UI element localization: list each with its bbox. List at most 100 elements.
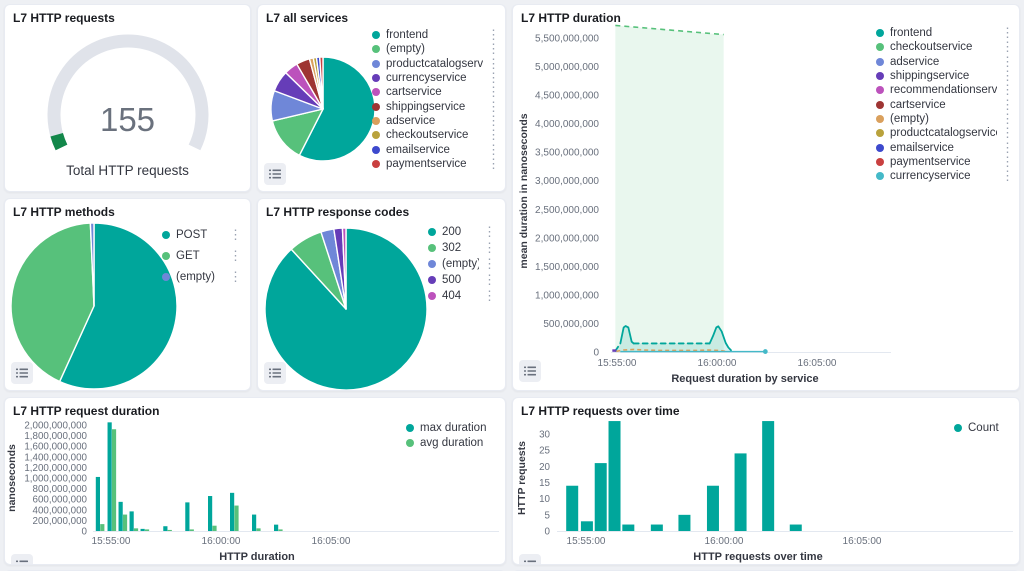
legend-item-label[interactable]: productcatalogservice — [890, 127, 997, 140]
legend-item[interactable]: (empty) ⋮ — [876, 112, 1014, 126]
legend-item-label[interactable]: avg duration — [420, 436, 484, 449]
legend-item-actions-icon[interactable]: ⋮ — [1001, 39, 1014, 55]
legend-item[interactable]: checkoutservice ⋮ — [876, 40, 1014, 54]
legend-item-label[interactable]: shippingservice — [890, 70, 970, 83]
legend-item[interactable]: paymentservice ⋮ — [876, 155, 1014, 169]
legend-item-actions-icon[interactable]: ⋮ — [229, 226, 242, 242]
legend-item[interactable]: POST ⋮ — [162, 224, 242, 245]
legend-item-label[interactable]: cartservice — [890, 98, 946, 111]
request-duration-bar-chart[interactable]: 0200,000,000400,000,000600,000,000800,00… — [5, 398, 506, 565]
legend-item[interactable]: frontend ⋮ — [372, 28, 500, 42]
legend-item[interactable]: adservice ⋮ — [372, 114, 500, 128]
legend-item-actions-icon[interactable]: ⋮ — [1001, 96, 1014, 112]
legend-item-label[interactable]: adservice — [386, 114, 436, 127]
legend-item[interactable]: checkoutservice ⋮ — [372, 128, 500, 142]
legend-item-actions-icon[interactable]: ⋮ — [483, 272, 496, 287]
legend-item-label[interactable]: paymentservice — [386, 157, 467, 170]
legend-item-label[interactable]: 200 — [442, 226, 462, 238]
legend-toggle-button[interactable] — [519, 554, 541, 564]
legend-toggle-button[interactable] — [264, 163, 286, 185]
legend-item-label[interactable]: (empty) — [442, 258, 479, 270]
legend-item-label[interactable]: frontend — [386, 29, 429, 42]
legend-item[interactable]: 404 ⋮ — [428, 288, 496, 304]
legend-item-actions-icon[interactable]: ⋮ — [1001, 53, 1014, 69]
legend-item-actions-icon[interactable]: ⋮ — [487, 112, 500, 128]
legend-item-actions-icon[interactable]: ⋮ — [487, 27, 500, 43]
legend-item-actions-icon[interactable]: ⋮ — [229, 268, 242, 284]
legend-item[interactable]: recommendationservice ⋮ — [876, 83, 1014, 97]
legend-item[interactable]: shippingservice ⋮ — [876, 69, 1014, 83]
services-pie-chart[interactable] — [258, 5, 506, 192]
legend-item[interactable]: currencyservice ⋮ — [876, 169, 1014, 183]
legend-item-label[interactable]: frontend — [890, 27, 933, 40]
legend-item-label[interactable]: GET — [176, 249, 200, 262]
legend-item[interactable]: (empty) ⋮ — [162, 266, 242, 287]
legend-item-actions-icon[interactable]: ⋮ — [487, 41, 500, 57]
legend-item-actions-icon[interactable]: ⋮ — [1001, 25, 1014, 41]
legend-item-actions-icon[interactable]: ⋮ — [229, 247, 242, 263]
legend-item-label[interactable]: currencyservice — [890, 170, 971, 183]
legend-item[interactable]: emailservice ⋮ — [372, 142, 500, 156]
legend-item[interactable]: 500 ⋮ — [428, 272, 496, 288]
legend-item-label[interactable]: Count — [968, 421, 999, 434]
legend-item-label[interactable]: (empty) — [176, 270, 215, 283]
legend-item[interactable]: Count — [954, 420, 1014, 435]
legend-item[interactable]: shippingservice ⋮ — [372, 99, 500, 113]
legend-toggle-button[interactable] — [519, 360, 541, 382]
legend-item-label[interactable]: max duration — [420, 421, 487, 434]
legend-item-label[interactable]: emailservice — [386, 143, 450, 156]
legend-item[interactable]: productcatalogservice ⋮ — [876, 126, 1014, 140]
legend-item-actions-icon[interactable]: ⋮ — [487, 155, 500, 171]
legend-item-actions-icon[interactable]: ⋮ — [487, 98, 500, 114]
legend-item[interactable]: 200 ⋮ — [428, 224, 496, 240]
legend-item-label[interactable]: 404 — [442, 290, 462, 302]
legend-item[interactable]: emailservice ⋮ — [876, 140, 1014, 154]
legend-item-label[interactable]: checkoutservice — [386, 129, 469, 142]
legend-item-actions-icon[interactable]: ⋮ — [487, 84, 500, 100]
legend-item-label[interactable]: cartservice — [386, 86, 442, 99]
legend-item-actions-icon[interactable]: ⋮ — [1001, 139, 1014, 155]
legend-item-actions-icon[interactable]: ⋮ — [483, 288, 496, 303]
legend-item-actions-icon[interactable]: ⋮ — [483, 240, 496, 255]
legend-item[interactable]: cartservice ⋮ — [876, 97, 1014, 111]
legend-item-label[interactable]: checkoutservice — [890, 41, 973, 54]
legend-item-label[interactable]: currencyservice — [386, 72, 467, 85]
legend-toggle-button[interactable] — [11, 554, 33, 564]
requests-over-time-bar-chart[interactable]: 0 5 10 15 20 25 30 HTTP requests 15:55:00 16:00:0… — [513, 398, 1020, 565]
legend-item-actions-icon[interactable]: ⋮ — [1001, 168, 1014, 184]
legend-item-actions-icon[interactable]: ⋮ — [1001, 110, 1014, 126]
methods-pie-chart[interactable] — [5, 199, 251, 391]
legend-item-label[interactable]: (empty) — [890, 112, 929, 125]
legend-item-label[interactable]: (empty) — [386, 43, 425, 56]
legend-item[interactable]: currencyservice ⋮ — [372, 71, 500, 85]
legend-item-actions-icon[interactable]: ⋮ — [1001, 82, 1014, 98]
legend-item[interactable]: GET ⋮ — [162, 245, 242, 266]
legend-item-actions-icon[interactable]: ⋮ — [487, 70, 500, 86]
legend-item-label[interactable]: 302 — [442, 242, 462, 254]
legend-item-actions-icon[interactable]: ⋮ — [483, 256, 496, 271]
legend-item[interactable]: 302 ⋮ — [428, 240, 496, 256]
codes-pie-chart[interactable] — [258, 199, 506, 391]
legend-item-label[interactable]: recommendationservice — [890, 84, 997, 97]
legend-item-actions-icon[interactable]: ⋮ — [1001, 68, 1014, 84]
legend-item[interactable]: (empty) ⋮ — [428, 256, 496, 272]
legend-item[interactable]: max duration — [406, 420, 502, 435]
duration-line-chart[interactable]: 0 500,000,000 1,000,000,000 1,500,000,000 2,… — [513, 5, 1020, 391]
legend-item-actions-icon[interactable]: ⋮ — [1001, 125, 1014, 141]
legend-item-label[interactable]: shippingservice — [386, 100, 466, 113]
legend-item[interactable]: cartservice ⋮ — [372, 85, 500, 99]
legend-item-label[interactable]: paymentservice — [890, 155, 971, 168]
legend-item[interactable]: productcatalogservice ⋮ — [372, 57, 500, 71]
legend-item[interactable]: frontend ⋮ — [876, 26, 1014, 40]
legend-item-actions-icon[interactable]: ⋮ — [487, 55, 500, 71]
legend-item-label[interactable]: 500 — [442, 274, 462, 286]
legend-item-label[interactable]: productcatalogservice — [386, 57, 483, 70]
legend-item-actions-icon[interactable]: ⋮ — [487, 141, 500, 157]
legend-item-label[interactable]: emailservice — [890, 141, 954, 154]
legend-toggle-button[interactable] — [11, 362, 33, 384]
legend-item-label[interactable]: POST — [176, 228, 208, 241]
legend-item[interactable]: paymentservice ⋮ — [372, 157, 500, 171]
legend-item[interactable]: avg duration — [406, 435, 502, 450]
legend-item-label[interactable]: adservice — [890, 55, 940, 68]
legend-item-actions-icon[interactable]: ⋮ — [487, 127, 500, 143]
